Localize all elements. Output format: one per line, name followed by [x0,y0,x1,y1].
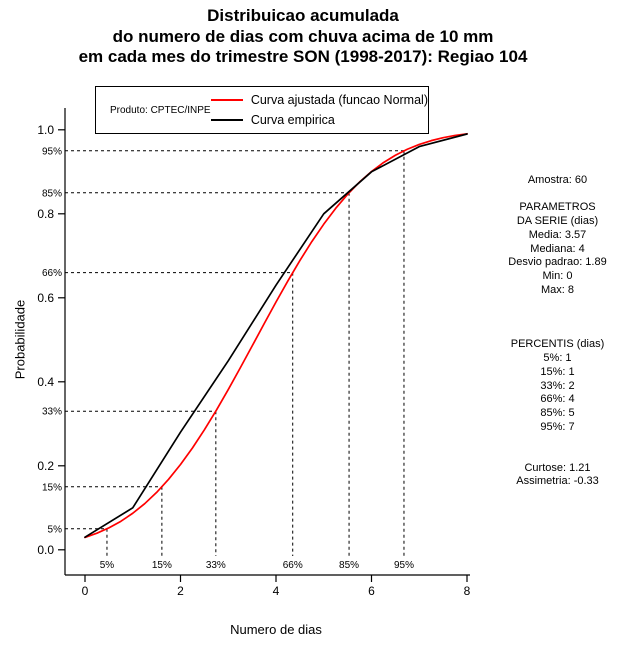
empirical-curve [84,133,468,539]
percentile-bottom-label: 5% [100,560,115,571]
y-tick-label: 0.0 [37,543,54,557]
stats-line: 5%: 1 [543,352,572,365]
chart-title-line2: do numero de dias com chuva acima de 10 … [112,26,494,46]
x-tick-label: 4 [273,584,280,598]
percentile-left-label: 33% [42,407,62,418]
stats-line: Max: 8 [540,283,574,296]
legend-entries: Curva ajustada (funcao Normal) Curva empi… [210,90,428,130]
x-axis-label: Numero de dias [230,622,322,637]
chart-title-line3: em cada mes do trimestre SON (1998-2017)… [78,47,528,66]
percentile-bottom-label: 85% [339,560,359,571]
x-tick-label: 8 [464,584,471,598]
percentile-bottom-label: 15% [152,560,172,571]
chart-title: Distribuicao acumulada do numero de dias… [0,6,606,68]
y-tick-label: 0.4 [37,375,54,389]
legend-entry: Curva empirica [210,110,428,130]
legend-entry-label: Curva empirica [250,113,335,127]
stats-line: Amostra: 60 [527,174,588,186]
stats-line: 95%: 7 [540,420,575,433]
stats-line: 15%: 1 [540,365,575,378]
percentile-bottom-label: 95% [394,560,414,571]
y-tick-label: 0.6 [37,291,54,305]
stats-line: PARAMETROS [519,201,596,214]
stats-line [475,325,640,339]
stats-line: 85%: 5 [540,406,575,419]
stats-line: Assimetria: -0.33 [516,475,599,488]
legend-line-sample [210,119,243,121]
percentile-left-label: 66% [42,268,62,279]
stats-line [475,188,640,202]
stats-line [475,311,640,325]
percentile-bottom-label: 66% [283,560,303,571]
x-tick-label: 0 [82,584,89,598]
stats-line: Min: 0 [542,269,573,282]
stats-line: 66%: 4 [540,393,575,406]
chart-title-line1: Distribuicao acumulada [207,6,399,25]
stats-line: Desvio padrao: 1.89 [508,256,607,269]
stats-line: Media: 3.57 [528,228,587,241]
y-tick-label: 0.2 [37,459,54,473]
legend-entry-label: Curva ajustada (funcao Normal) [250,93,428,107]
stats-panel: Amostra: 60 PARAMETROS DA SERIE (dias) Med… [475,174,640,489]
legend-line-sample [210,99,243,101]
stats-line: 33%: 2 [540,379,575,392]
y-tick-label: 0.8 [37,207,54,221]
stats-line: Mediana: 4 [530,242,585,255]
stats-line [475,434,640,448]
percentile-left-label: 95% [42,146,62,157]
stats-line [475,297,640,311]
stats-line: Curtose: 1.21 [524,461,591,474]
x-tick-label: 6 [368,584,375,598]
stats-line [475,448,640,462]
percentile-left-label: 15% [42,482,62,493]
percentile-left-label: 5% [48,524,63,535]
product-label: Produto: CPTEC/INPE [110,104,211,116]
percentile-left-label: 85% [42,188,62,199]
legend-entry: Curva ajustada (funcao Normal) [210,90,428,110]
x-tick-label: 2 [177,584,184,598]
percentile-bottom-label: 33% [206,560,226,571]
stats-line: PERCENTIS (dias) [510,338,605,351]
y-tick-label: 1.0 [37,123,54,137]
stats-line: DA SERIE (dias) [516,215,599,228]
legend: Produto: CPTEC/INPE Curva ajustada (func… [95,86,429,134]
fitted-curve [84,132,468,539]
